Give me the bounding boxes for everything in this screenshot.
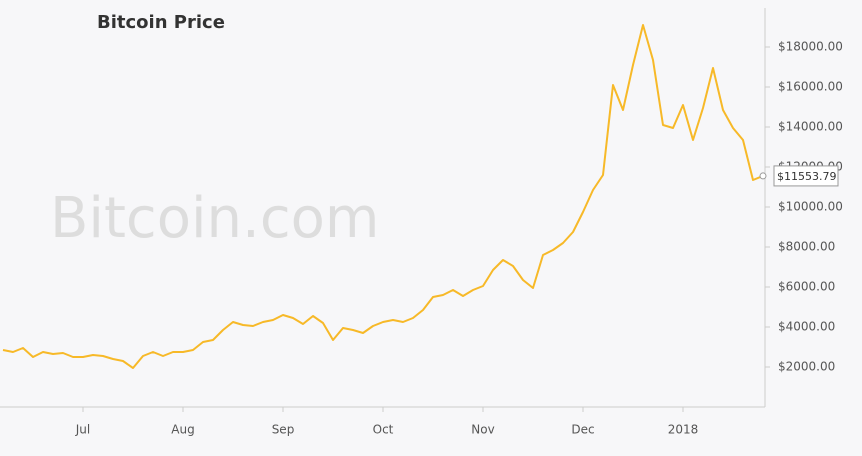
y-tick-label: $14000.00: [778, 120, 843, 134]
y-tick-label: $8000.00: [778, 240, 835, 254]
x-tick-label: Oct: [373, 423, 394, 437]
value-label-box: [773, 165, 839, 187]
x-tick-label: Dec: [571, 423, 594, 437]
price-line: [2, 24, 764, 369]
x-tick-label: Nov: [471, 423, 494, 437]
y-tick-label: $18000.00: [778, 40, 843, 54]
y-tick-label: $4000.00: [778, 320, 835, 334]
y-tick-label: $6000.00: [778, 280, 835, 294]
y-tick-label: $2000.00: [778, 360, 835, 374]
y-tick-label: $10000.00: [778, 200, 843, 214]
x-tick-label: 2018: [668, 423, 699, 437]
watermark: Bitcoin.com: [50, 186, 379, 251]
x-tick-label: Jul: [75, 423, 90, 437]
y-tick-label: $16000.00: [778, 80, 843, 94]
chart-title: Bitcoin Price: [97, 12, 225, 33]
x-tick-label: Sep: [272, 423, 295, 437]
x-tick-label: Aug: [171, 423, 194, 437]
value-label: $11553.79: [777, 170, 837, 183]
last-point: [759, 172, 767, 180]
